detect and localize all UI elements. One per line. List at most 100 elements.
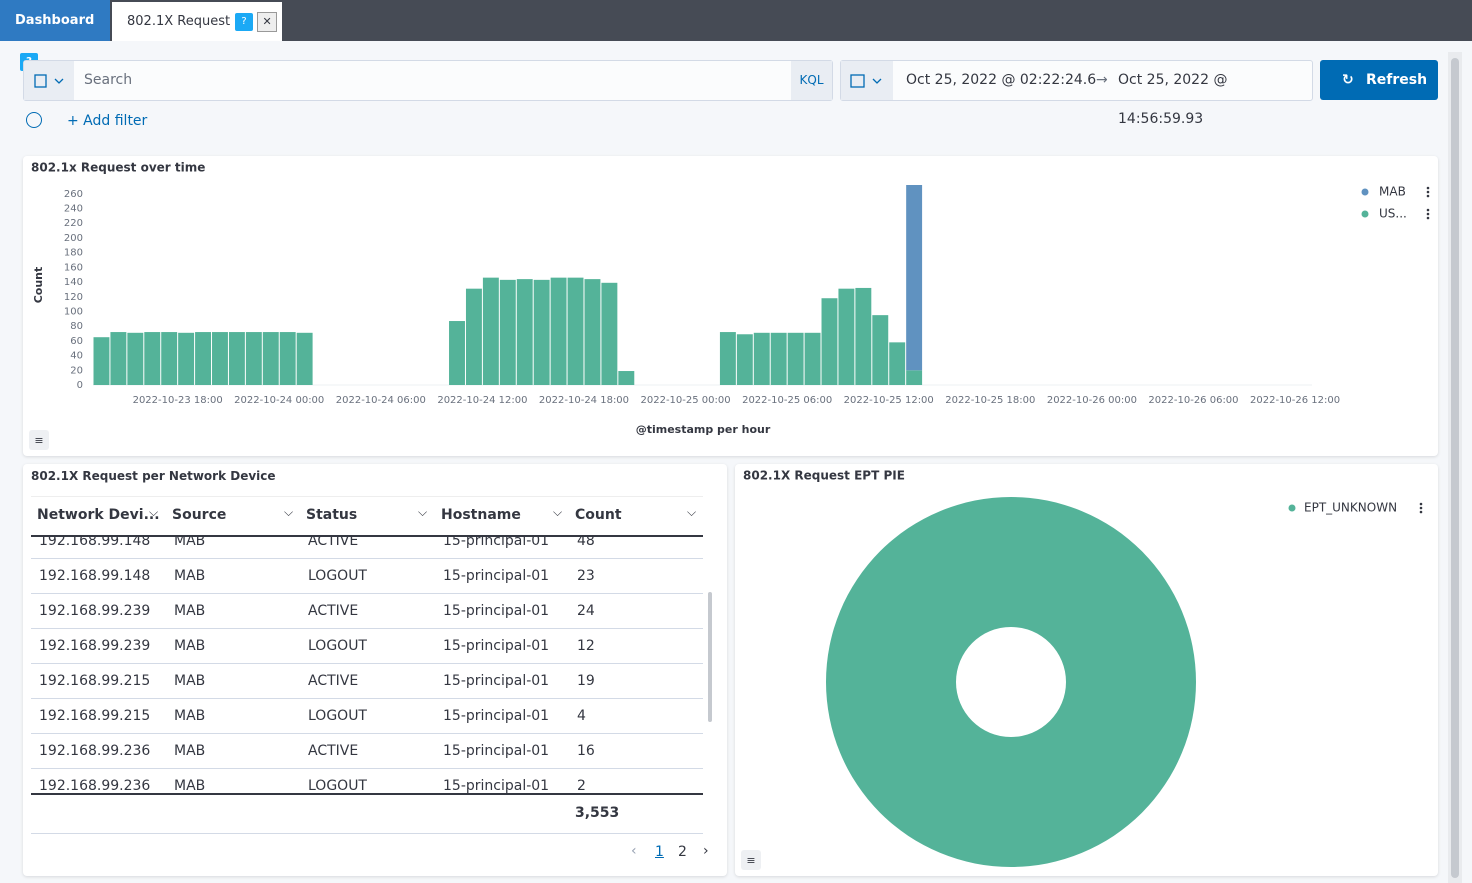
legend-swatch bbox=[1361, 210, 1369, 218]
x-tick-label: 2022-10-25 12:00 bbox=[844, 395, 934, 406]
bar-segment bbox=[482, 277, 499, 385]
table-cell: ACTIVE bbox=[308, 743, 359, 759]
table-row: 192.168.99.236 MAB LOGOUT 15-principal-01 2 bbox=[31, 769, 703, 794]
bar-segment bbox=[821, 298, 838, 385]
saved-query[interactable] bbox=[24, 61, 74, 100]
calendar[interactable] bbox=[841, 61, 893, 100]
button-label: Refresh bbox=[1366, 72, 1428, 88]
table-header: Network Devi... ⌵ Source ⌵ Status ⌵ Hostname ⌵ C… bbox=[31, 496, 703, 537]
table-cell: MAB bbox=[174, 536, 206, 549]
legend-label: EPT_UNKNOWN bbox=[1304, 501, 1397, 515]
start-date[interactable]: Oct 25, 2022 @ 02:22:24.6 bbox=[906, 72, 1097, 88]
table-cell: 192.168.99.148 bbox=[39, 536, 151, 549]
table-footer: 3,553 bbox=[31, 793, 703, 834]
help[interactable]: ? bbox=[235, 12, 254, 31]
bar-segment bbox=[601, 282, 618, 385]
table-cell: 2 bbox=[577, 778, 586, 794]
y-tick-label: 80 bbox=[70, 321, 83, 332]
bar-segment bbox=[838, 288, 855, 385]
tab[interactable]: Dashboard? bbox=[0, 0, 110, 71]
bar-segment bbox=[770, 332, 787, 385]
y-tick-label: 120 bbox=[64, 292, 83, 303]
column-header: Source bbox=[172, 507, 227, 523]
table-cell: ACTIVE bbox=[308, 603, 359, 619]
add-filter[interactable]: + Add filter bbox=[67, 113, 148, 129]
bar-segment bbox=[889, 342, 906, 385]
pie-slice bbox=[826, 497, 1196, 867]
table-row: 192.168.99.215 MAB LOGOUT 15-principal-01 4 bbox=[31, 699, 703, 734]
x-tick-label: 2022-10-25 18:00 bbox=[945, 395, 1035, 406]
table-cell: 15-principal-01 bbox=[443, 536, 550, 549]
x-tick-label: 2022-10-24 00:00 bbox=[234, 395, 324, 406]
bar-segment bbox=[245, 332, 262, 385]
bar-segment bbox=[296, 332, 313, 385]
column-header: Hostname bbox=[441, 507, 521, 523]
table-row: 192.168.99.239 MAB ACTIVE 15-principal-01 24 bbox=[31, 594, 703, 629]
end-date[interactable]: Oct 25, 2022 @ 14:56:59.93 bbox=[1118, 72, 1228, 127]
table-cell: 192.168.99.239 bbox=[39, 638, 151, 654]
table-row: 192.168.99.239 MAB LOGOUT 15-principal-01 12 bbox=[31, 629, 703, 664]
arrow: → bbox=[1096, 72, 1108, 88]
legend-label: MAB bbox=[1379, 185, 1406, 199]
table-cell: 192.168.99.215 bbox=[39, 708, 151, 724]
x-tick-label: 2022-10-26 12:00 bbox=[1250, 395, 1340, 406]
table-cell: 16 bbox=[577, 743, 595, 759]
table-cell: MAB bbox=[174, 778, 206, 794]
x-tick-label: 2022-10-23 18:00 bbox=[133, 395, 223, 406]
bar-segment bbox=[228, 332, 245, 385]
bar-segment bbox=[906, 370, 923, 385]
bar-segment bbox=[618, 371, 635, 385]
y-axis-label: Count bbox=[32, 267, 45, 304]
table-title: 802.1X Request per Network Device bbox=[31, 469, 276, 483]
table-cell: MAB bbox=[174, 603, 206, 619]
kql-toggle[interactable]: KQL bbox=[791, 61, 832, 100]
search-input[interactable]: Search bbox=[84, 72, 133, 88]
filter-icon[interactable] bbox=[26, 112, 42, 128]
page[interactable]: 1 bbox=[655, 844, 664, 860]
tab[interactable]: 802.1X Request? ✕ bbox=[112, 2, 282, 41]
bar-segment bbox=[449, 321, 465, 385]
date-picker[interactable]: Oct 25, 2022 @ 02:22:24.6 → Oct 25, 2022… bbox=[840, 60, 1313, 127]
legend-swatch bbox=[1361, 188, 1369, 196]
legend-toggle-icon: ≡ bbox=[34, 434, 43, 447]
table-cell: 15-principal-01 bbox=[443, 603, 550, 619]
table-cell: MAB bbox=[174, 568, 206, 584]
table-cell: 23 bbox=[577, 568, 595, 584]
search-bar[interactable]: Search KQL bbox=[23, 60, 833, 101]
y-tick-label: 60 bbox=[70, 336, 83, 347]
x-tick-label: 2022-10-26 06:00 bbox=[1148, 395, 1238, 406]
table-row: 192.168.99.148 MAB LOGOUT 15-principal-01 23 bbox=[31, 559, 703, 594]
table-cell: MAB bbox=[174, 743, 206, 759]
y-tick-label: 0 bbox=[77, 380, 83, 391]
table-cell: 19 bbox=[577, 673, 595, 689]
table-cell: LOGOUT bbox=[308, 778, 367, 794]
table-cell: 15-principal-01 bbox=[443, 673, 550, 689]
prev[interactable]: ‹ bbox=[631, 843, 637, 859]
bar-segment bbox=[144, 332, 161, 385]
bar-segment bbox=[584, 279, 601, 385]
icon: ↻ bbox=[1342, 72, 1354, 88]
sort-icon: ⌵ bbox=[149, 505, 159, 519]
bar-segment bbox=[516, 279, 533, 385]
bar-segment bbox=[279, 332, 296, 385]
scrollbar bbox=[1448, 52, 1462, 883]
legend-menu bbox=[1426, 186, 1430, 190]
bar-segment bbox=[499, 279, 516, 385]
scrollbar bbox=[708, 592, 712, 722]
y-tick-label: 200 bbox=[64, 233, 83, 244]
bar-segment bbox=[719, 332, 736, 385]
x-tick-label: 2022-10-25 06:00 bbox=[742, 395, 832, 406]
refresh-button[interactable]: ↻ Refresh bbox=[1320, 60, 1438, 100]
bar-segment bbox=[906, 185, 923, 371]
next[interactable]: › bbox=[703, 843, 709, 859]
close-icon[interactable]: ✕ bbox=[257, 11, 278, 32]
table-cell: MAB bbox=[174, 708, 206, 724]
bar-segment bbox=[262, 332, 279, 385]
page[interactable]: 2 bbox=[678, 844, 687, 860]
x-axis-label: @timestamp per hour bbox=[636, 423, 771, 436]
table-cell: 4 bbox=[577, 708, 586, 724]
x-tick-label: 2022-10-24 06:00 bbox=[336, 395, 426, 406]
table-cell: 15-principal-01 bbox=[443, 743, 550, 759]
y-tick-label: 40 bbox=[70, 351, 83, 362]
